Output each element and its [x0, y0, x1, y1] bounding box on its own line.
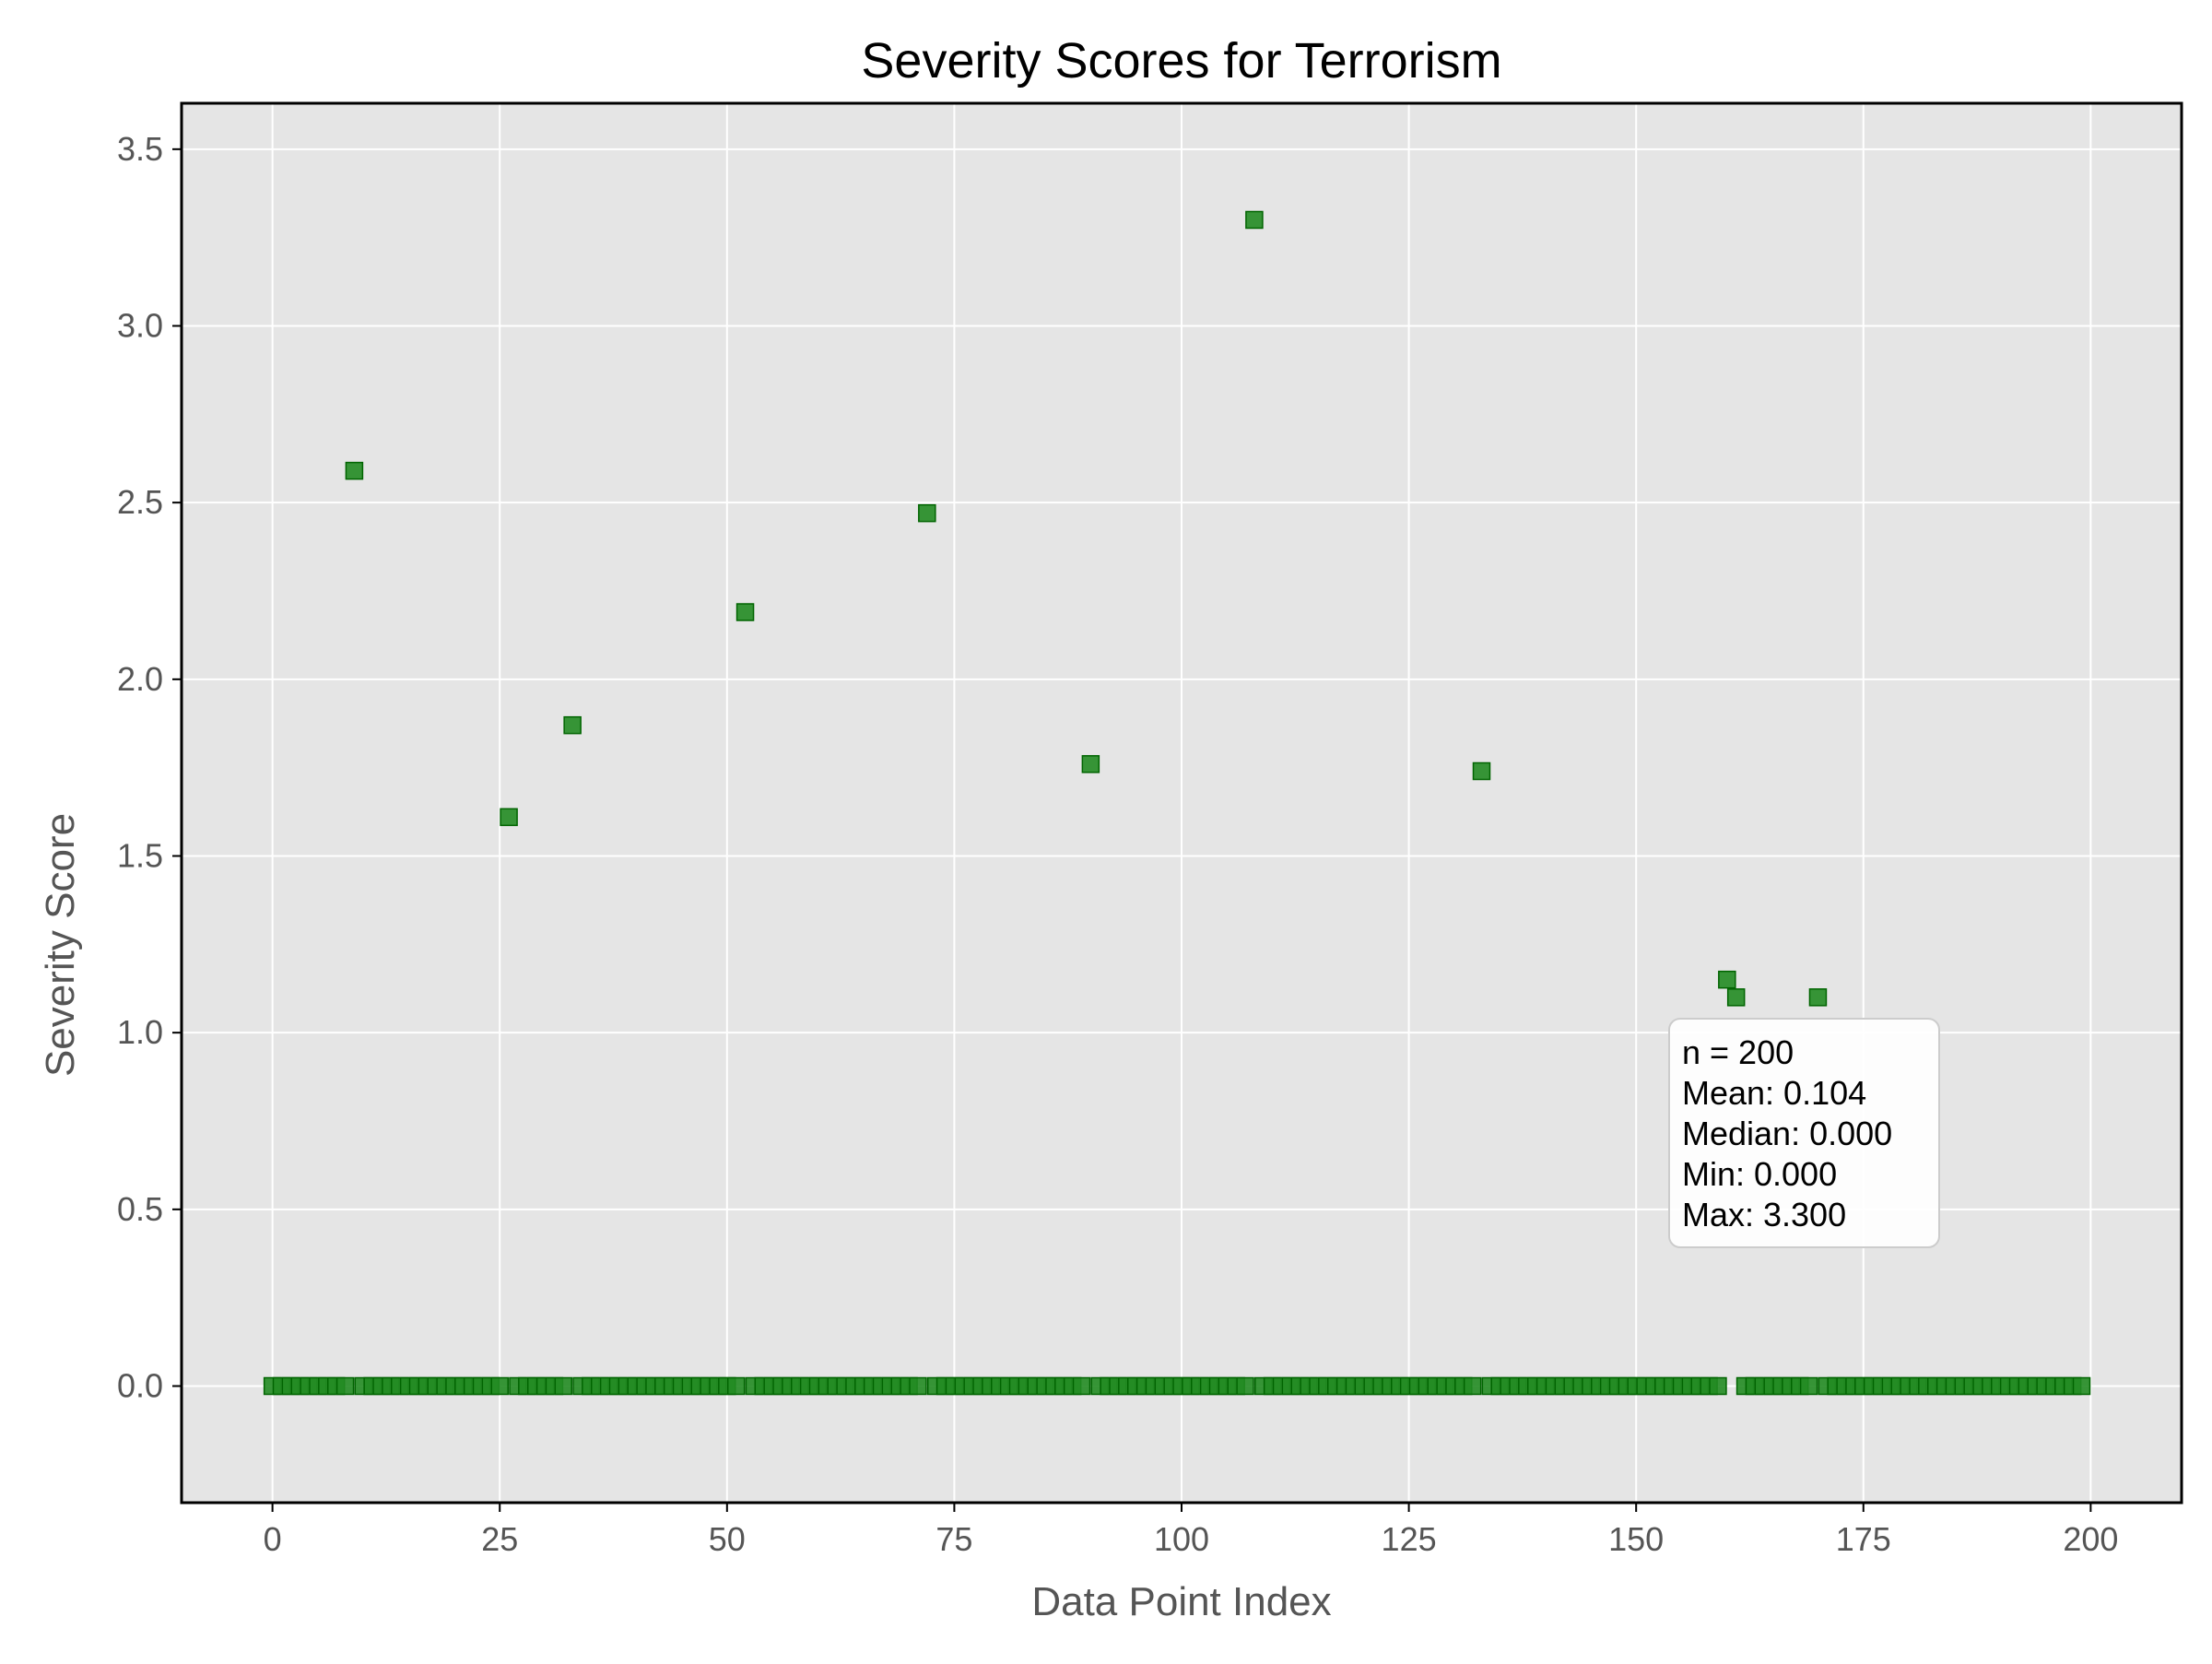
stats-line: Max: 3.300	[1682, 1196, 1846, 1233]
data-point	[335, 1376, 355, 1396]
x-tick-label: 25	[481, 1520, 518, 1558]
stats-box	[1668, 1018, 1940, 1248]
y-tick-label: 0.0	[117, 1367, 163, 1405]
stats-line: Median: 0.000	[1682, 1115, 1892, 1152]
data-point	[1808, 988, 1828, 1007]
data-point	[490, 1376, 509, 1396]
stats-line: n = 200	[1682, 1033, 1794, 1071]
data-point	[500, 808, 518, 827]
data-point	[726, 1376, 746, 1396]
y-tick-label: 3.0	[117, 307, 163, 345]
data-point	[1245, 210, 1264, 230]
data-point	[2072, 1376, 2091, 1396]
y-axis-label: Severity Score	[38, 813, 83, 1077]
x-tick-label: 0	[264, 1520, 282, 1558]
x-tick-label: 100	[1154, 1520, 1209, 1558]
data-point	[1472, 761, 1491, 781]
x-axis-label: Data Point Index	[1031, 1579, 1331, 1624]
data-point	[345, 461, 364, 480]
plot-area: 0 25 50 75 100 125 150 175 200 0.0 0.5 1.0 1.5 2.0 2.5…	[117, 101, 2183, 1558]
y-tick-label: 0.5	[117, 1190, 163, 1228]
data-point	[1726, 988, 1746, 1007]
data-point	[1799, 1376, 1818, 1396]
data-point	[1463, 1376, 1482, 1396]
data-point	[1709, 1376, 1727, 1396]
data-point	[918, 503, 936, 523]
data-point	[1081, 755, 1100, 773]
data-point	[1072, 1376, 1091, 1396]
x-tick-label: 200	[2063, 1520, 2118, 1558]
x-tick-label: 50	[709, 1520, 746, 1558]
plot-frame	[180, 101, 2183, 1505]
x-tick-label: 75	[935, 1520, 972, 1558]
x-tick-label: 150	[1608, 1520, 1664, 1558]
data-point	[1236, 1376, 1254, 1396]
data-point	[563, 715, 582, 735]
data-point	[909, 1376, 927, 1396]
data-point	[1718, 970, 1736, 989]
stats-line: Min: 0.000	[1682, 1155, 1837, 1193]
y-tick-label: 2.0	[117, 660, 163, 698]
y-tick-label: 2.5	[117, 483, 163, 521]
stats-line: Mean: 0.104	[1682, 1074, 1866, 1112]
y-tick-label: 1.5	[117, 837, 163, 875]
y-tick-label: 3.5	[117, 130, 163, 168]
data-point	[554, 1376, 573, 1396]
x-tick-label: 125	[1382, 1520, 1437, 1558]
chart-title: Severity Scores for Terrorism	[861, 33, 1501, 89]
data-point	[735, 603, 755, 621]
x-tick-label: 175	[1836, 1520, 1891, 1558]
y-tick-label: 1.0	[117, 1013, 163, 1051]
